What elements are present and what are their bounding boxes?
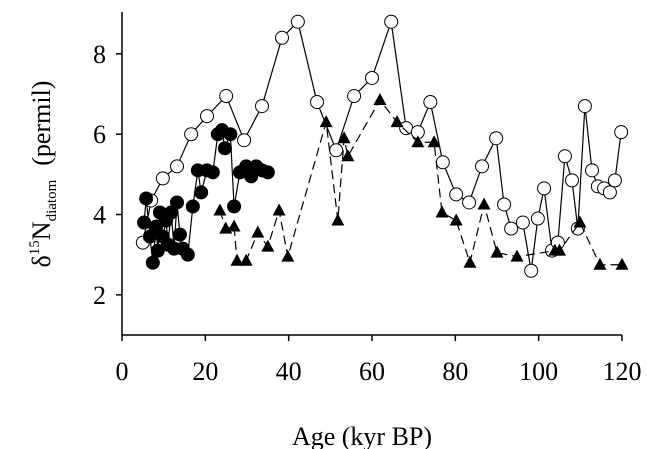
circle-marker: [524, 263, 539, 278]
circle-marker: [557, 149, 572, 164]
triangle-marker: [272, 203, 286, 216]
circle-marker: [194, 185, 209, 200]
triangle-marker: [449, 213, 463, 226]
series-line: [219, 98, 622, 266]
circle-marker: [219, 89, 234, 104]
triangle-marker: [227, 219, 241, 232]
x-tick-label: 80: [442, 357, 468, 386]
circle-marker: [423, 95, 438, 110]
triangle-marker: [230, 253, 244, 266]
circle-marker: [384, 14, 399, 29]
y-tick-label: 4: [93, 201, 106, 230]
circle-marker: [399, 121, 414, 136]
circle-marker: [515, 215, 530, 230]
triangle-marker: [213, 203, 227, 216]
circle-marker: [614, 125, 629, 140]
triangle-marker: [337, 131, 351, 144]
circle-marker: [537, 181, 552, 196]
triangle-marker: [239, 253, 253, 266]
circle-marker: [489, 131, 504, 146]
circle-marker: [139, 191, 154, 206]
circle-marker: [155, 171, 170, 186]
circle-marker: [435, 155, 450, 170]
series-line: [142, 20, 622, 271]
circle-marker: [475, 159, 489, 174]
circle-marker: [530, 211, 545, 226]
circle-marker: [504, 221, 519, 236]
triangle-marker: [593, 257, 607, 270]
circle-marker: [227, 199, 242, 214]
circle-marker: [497, 197, 512, 212]
y-axis-label: δ15Ndiatom (permil): [27, 81, 60, 268]
circle-marker: [255, 99, 269, 114]
triangle-marker: [427, 135, 441, 148]
triangle-marker: [251, 225, 265, 238]
triangle-marker: [435, 205, 449, 218]
circle-marker: [607, 173, 622, 188]
circle-marker: [290, 14, 305, 29]
triangle-marker: [281, 249, 295, 262]
circle-marker: [185, 199, 200, 214]
y-tick-label: 6: [93, 120, 106, 149]
circle-marker: [237, 133, 252, 148]
circle-marker: [462, 195, 477, 210]
circle-marker: [449, 187, 464, 202]
circle-marker: [577, 99, 592, 114]
circle-marker: [223, 127, 238, 142]
y-label-sup: 15: [27, 240, 43, 255]
circle-marker: [137, 215, 152, 230]
x-tick-label: 20: [192, 357, 218, 386]
circle-marker: [329, 143, 344, 158]
triangle-marker: [390, 115, 404, 128]
triangle-marker: [261, 239, 275, 252]
circle-marker: [184, 127, 199, 142]
circle-marker: [217, 141, 232, 156]
circle-marker: [310, 95, 324, 110]
circle-marker: [260, 165, 275, 180]
x-axis-label: Age (kyr BP): [292, 422, 432, 449]
circle-marker: [347, 89, 362, 104]
triangle-marker: [341, 149, 355, 162]
triangle-marker: [411, 135, 425, 148]
y-tick-label: 2: [93, 281, 106, 310]
triangle-marker: [573, 215, 587, 228]
circle-marker: [565, 173, 579, 188]
circle-marker: [200, 109, 214, 124]
triangle-marker: [319, 115, 333, 128]
y-label-part: N: [27, 221, 56, 240]
x-tick-label: 60: [359, 357, 385, 386]
x-tick-label: 120: [603, 357, 642, 386]
triangle-marker: [490, 245, 504, 258]
triangle-marker: [373, 93, 387, 106]
y-label-part: δ: [27, 255, 56, 267]
circle-marker: [170, 159, 184, 174]
x-tick-label: 40: [276, 357, 302, 386]
triangle-marker: [615, 257, 629, 270]
triangle-marker: [331, 213, 345, 226]
x-tick-label: 0: [116, 357, 129, 386]
triangle-marker: [510, 249, 524, 262]
triangle-marker: [463, 255, 477, 268]
triangle-marker: [477, 197, 491, 210]
circle-marker: [205, 165, 220, 180]
circle-marker: [275, 30, 289, 45]
circle-marker: [170, 195, 184, 210]
x-tick-label: 100: [519, 357, 558, 386]
circle-marker: [145, 255, 160, 270]
y-label-unit: (permil): [27, 81, 56, 166]
triangle-marker: [553, 243, 566, 256]
y-tick-label: 8: [93, 40, 106, 69]
circle-marker: [365, 70, 379, 85]
circle-marker: [180, 247, 195, 262]
circle-marker: [585, 163, 599, 178]
circle-marker: [172, 227, 187, 242]
y-label-sub: diatom: [44, 179, 60, 221]
circle-marker: [602, 185, 617, 200]
